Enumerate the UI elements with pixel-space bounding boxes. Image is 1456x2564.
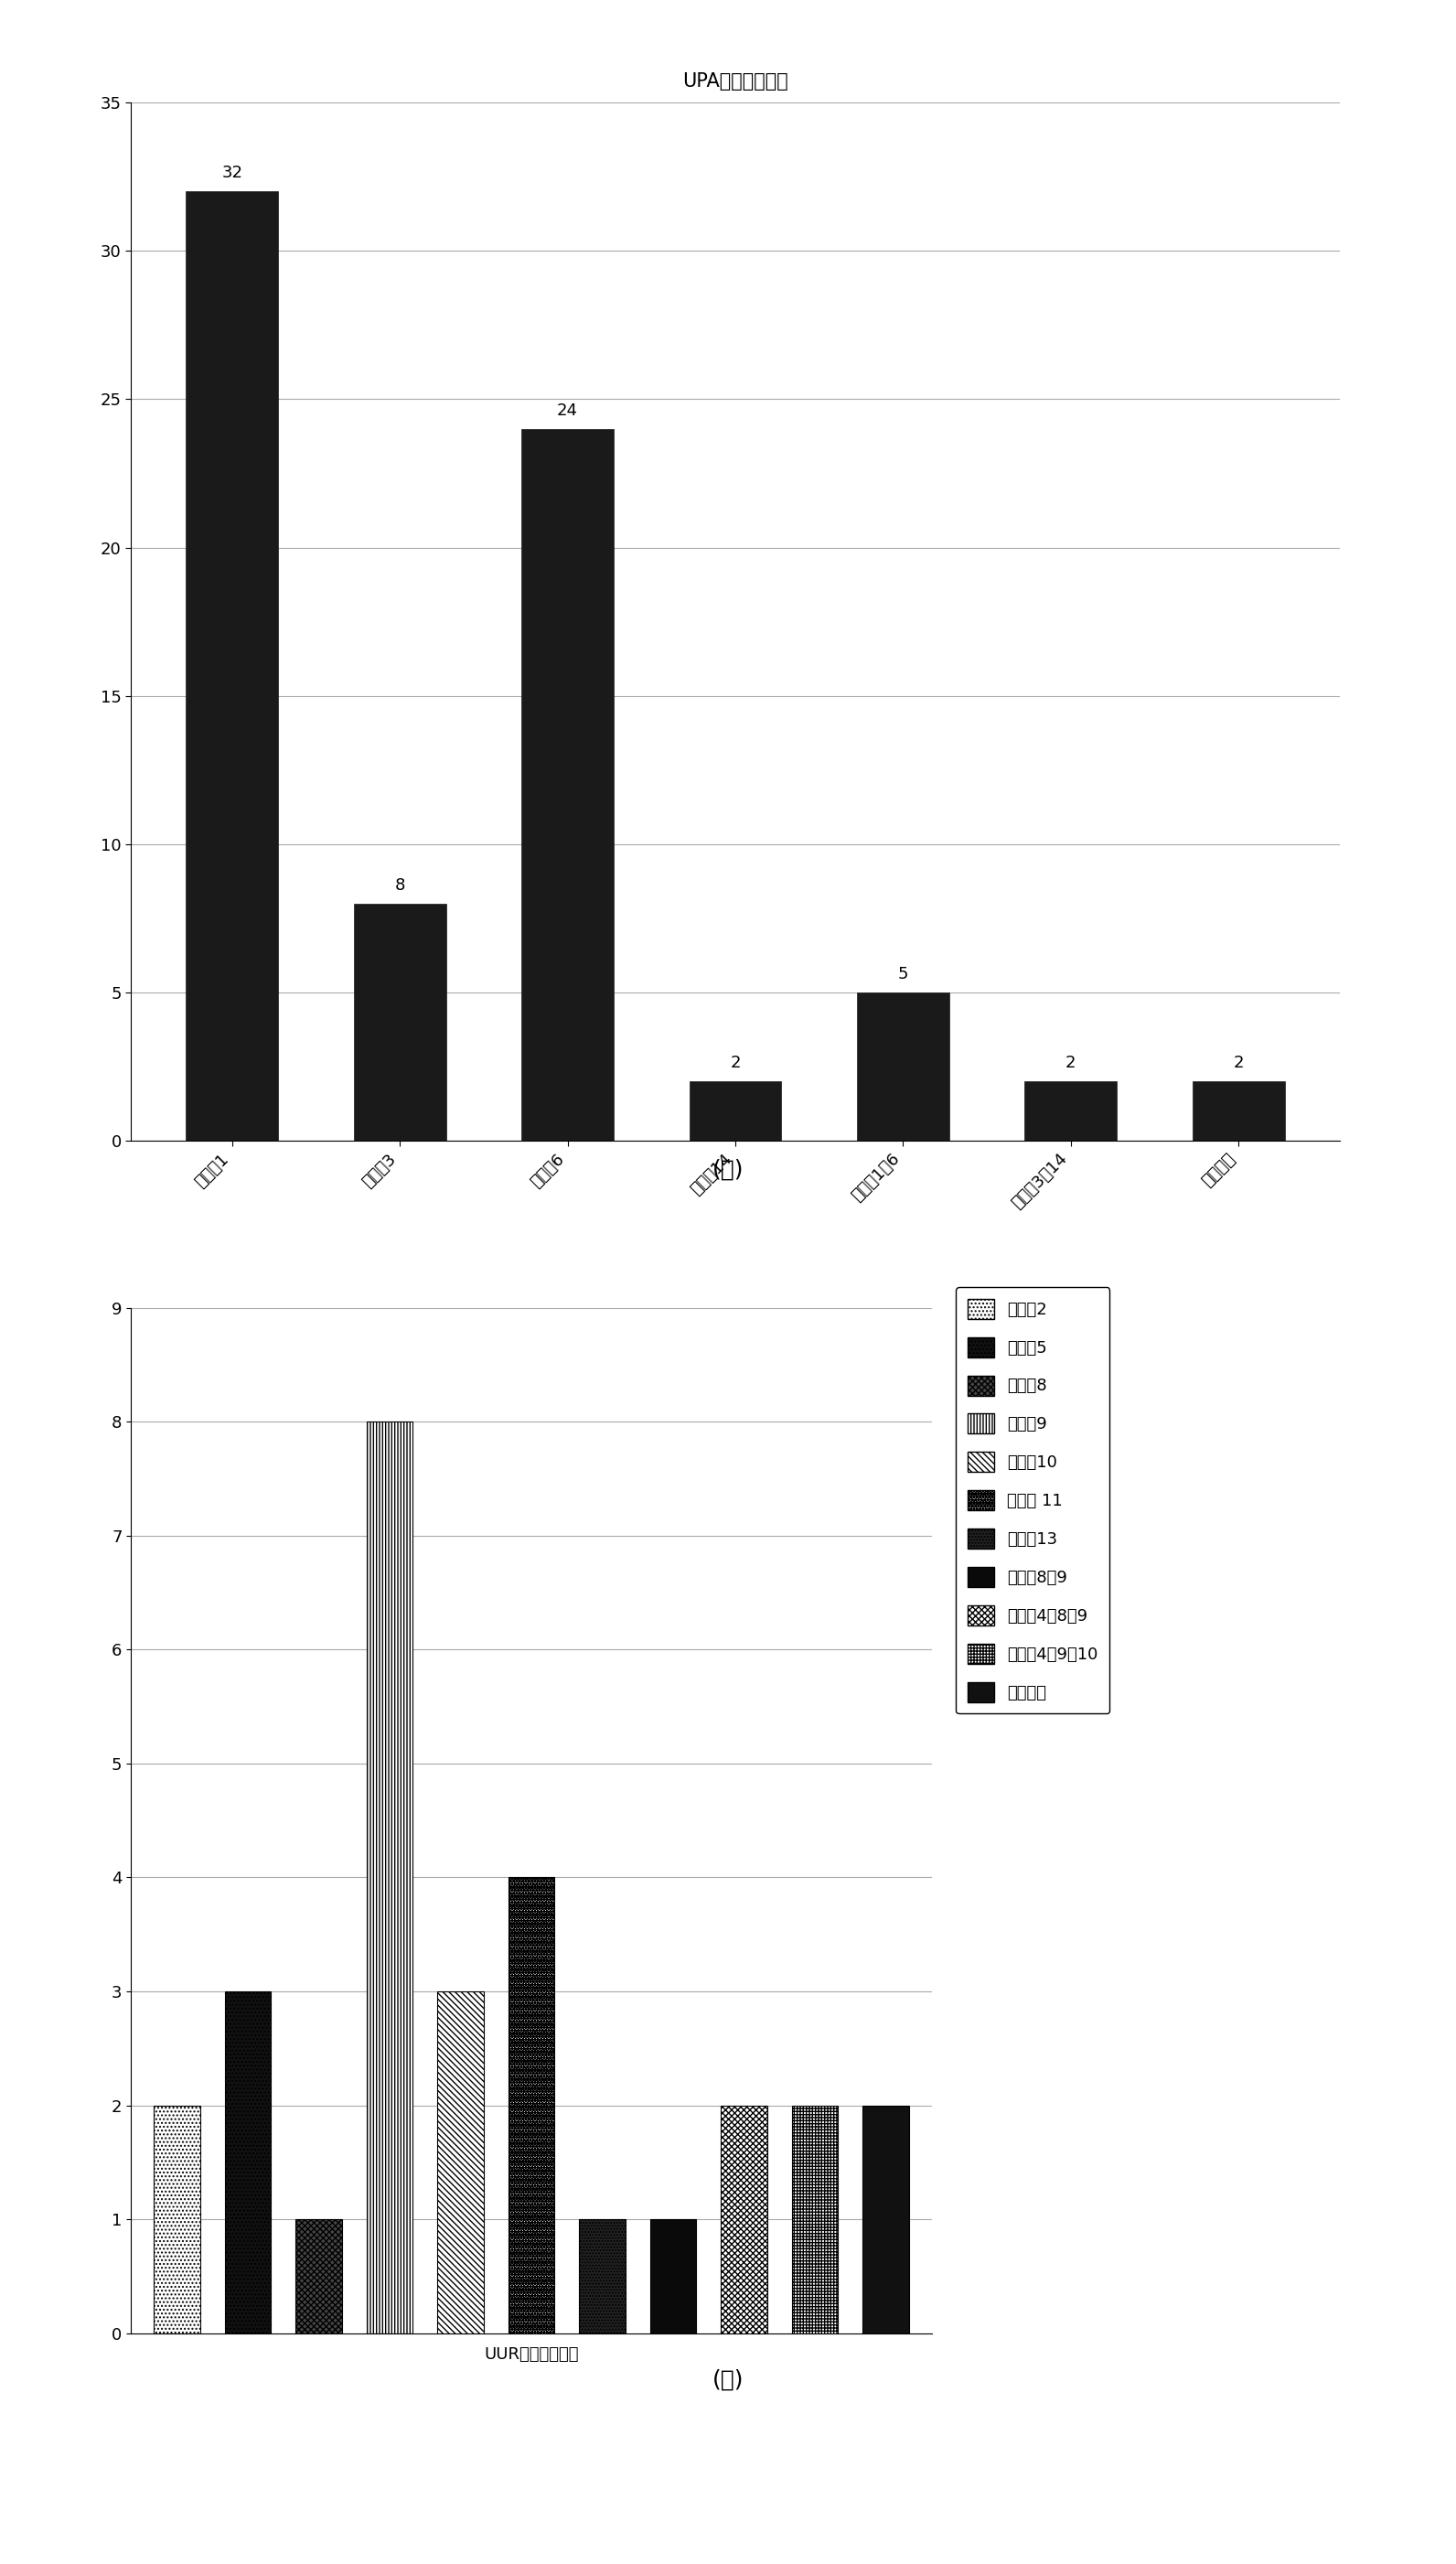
Bar: [224, 1992, 271, 2333]
Bar: [863, 2105, 909, 2333]
Bar: [154, 2105, 199, 2333]
Bar: [579, 2220, 625, 2333]
Bar: [651, 2220, 696, 2333]
Text: 32: 32: [221, 164, 243, 182]
Bar: [721, 2105, 767, 2333]
Bar: [296, 2220, 342, 2333]
Text: 5: 5: [898, 967, 909, 982]
Text: 8: 8: [395, 877, 405, 892]
Bar: [367, 1420, 412, 2333]
Bar: [438, 1992, 483, 2333]
Legend: 血清型2, 血清型5, 血清型8, 血清型9, 血清型10, 血清型 11, 血清型13, 血清型8、9, 血清型4、8、9, 血清型4、9、10, 未能分型: 血清型2, 血清型5, 血清型8, 血清型9, 血清型10, 血清型 11, 血…: [957, 1287, 1109, 1713]
Text: (ｂ): (ｂ): [712, 2369, 744, 2392]
Bar: [1025, 1082, 1117, 1141]
X-axis label: UUR分血清型结果: UUR分血清型结果: [483, 2346, 579, 2361]
Bar: [689, 1082, 782, 1141]
Bar: [1192, 1082, 1284, 1141]
Bar: [792, 2105, 839, 2333]
Text: 2: 2: [1233, 1054, 1243, 1072]
Text: 2: 2: [1066, 1054, 1076, 1072]
Bar: [354, 903, 446, 1141]
Text: (ａ): (ａ): [712, 1159, 744, 1182]
Title: UPA分血清型结果: UPA分血清型结果: [683, 72, 788, 90]
Bar: [521, 428, 613, 1141]
Text: 2: 2: [729, 1054, 741, 1072]
Bar: [858, 992, 949, 1141]
Text: 24: 24: [558, 403, 578, 418]
Bar: [508, 1877, 555, 2333]
Bar: [186, 192, 278, 1141]
